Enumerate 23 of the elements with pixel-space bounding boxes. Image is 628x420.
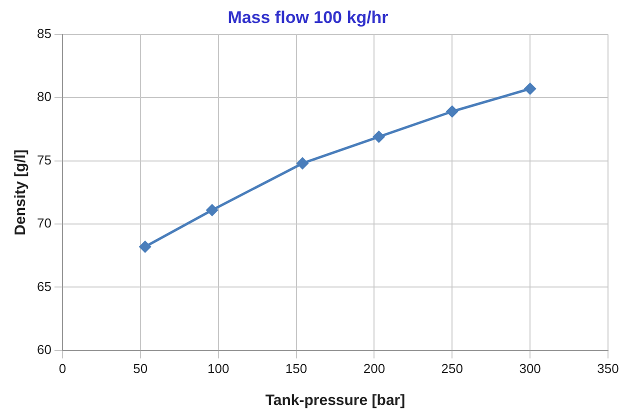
- x-tick-label: 300: [519, 360, 541, 376]
- point: [139, 241, 151, 252]
- x-tick-label: 100: [207, 360, 230, 376]
- x-tick-label: 0: [58, 360, 66, 376]
- y-tick-label: 65: [36, 278, 52, 294]
- y-tick-label: 60: [36, 342, 52, 357]
- x-tick-label: 200: [363, 360, 386, 376]
- y-axis-title: Density [g/l]: [12, 149, 30, 236]
- y-tick-label: 80: [36, 89, 52, 104]
- x-tick-label: 250: [441, 360, 463, 376]
- point: [446, 106, 458, 118]
- x-tick-label: 50: [133, 360, 148, 376]
- y-tick-label: 75: [36, 152, 52, 168]
- x-tick-label: 150: [285, 360, 308, 376]
- point: [296, 158, 308, 170]
- x-tick-label: 350: [597, 360, 619, 376]
- x-axis-title: Tank-pressure [bar]: [265, 392, 406, 410]
- y-tick-label: 70: [36, 216, 52, 231]
- point: [206, 204, 218, 216]
- y-tick-label: 85: [36, 26, 52, 41]
- point: [524, 83, 536, 94]
- chart-title: Mass flow 100 kg/hr: [228, 8, 389, 27]
- point: [373, 131, 385, 143]
